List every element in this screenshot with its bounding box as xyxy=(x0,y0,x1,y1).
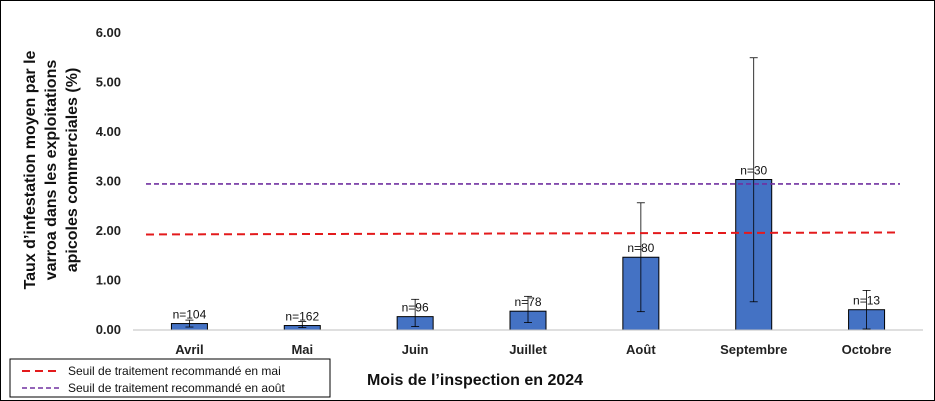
n-label: n=78 xyxy=(514,295,541,309)
n-label: n=104 xyxy=(173,308,207,322)
legend: Seuil de traitement recommandé en mai Se… xyxy=(9,358,331,398)
y-axis-title-line-1: Taux d’infestation moyen par le xyxy=(22,50,39,289)
legend-label-may: Seuil de traitement recommandé en mai xyxy=(68,364,281,378)
legend-label-august: Seuil de traitement recommandé en août xyxy=(68,381,285,395)
y-tick-label: 2.00 xyxy=(96,223,121,238)
y-tick-label: 0.00 xyxy=(96,322,121,337)
error-bars xyxy=(185,57,871,330)
threshold-lines xyxy=(145,183,901,236)
legend-box xyxy=(9,358,331,398)
y-tick-label: 5.00 xyxy=(96,75,121,90)
n-label: n=80 xyxy=(627,241,654,255)
x-category-label: Mai xyxy=(291,342,313,357)
threshold-line-may xyxy=(145,231,901,236)
x-category-label: Août xyxy=(626,342,656,357)
y-tick-label: 6.00 xyxy=(96,25,121,40)
x-category-label: Octobre xyxy=(842,342,892,357)
n-label: n=96 xyxy=(402,301,429,315)
n-label: n=13 xyxy=(853,294,880,308)
y-axis-title-line-3: apicoles commerciales (%) xyxy=(64,68,81,273)
y-axis-title: Taux d’infestation moyen par le varroa d… xyxy=(22,50,81,289)
n-label: n=162 xyxy=(285,310,319,324)
x-category-label: Juillet xyxy=(509,342,547,357)
x-category-label: Avril xyxy=(175,342,203,357)
y-axis-title-line-2: varroa dans les exploitations xyxy=(43,60,60,281)
x-category-label: Septembre xyxy=(720,342,787,357)
x-category-label: Juin xyxy=(402,342,429,357)
y-tick-label: 4.00 xyxy=(96,124,121,139)
x-axis-categories: Avril Mai Juin Juillet Août Septembre Octobre xyxy=(175,342,891,357)
x-axis-title: Mois de l’inspection en 2024 xyxy=(367,372,583,389)
y-axis-ticks: 0.00 1.00 2.00 3.00 4.00 5.00 6.00 xyxy=(96,25,121,337)
y-tick-label: 3.00 xyxy=(96,174,121,189)
n-label: n=30 xyxy=(740,164,767,178)
y-tick-label: 1.00 xyxy=(96,273,121,288)
sample-size-labels: n=104 n=162 n=96 n=78 n=80 n=30 n=13 xyxy=(173,164,881,324)
